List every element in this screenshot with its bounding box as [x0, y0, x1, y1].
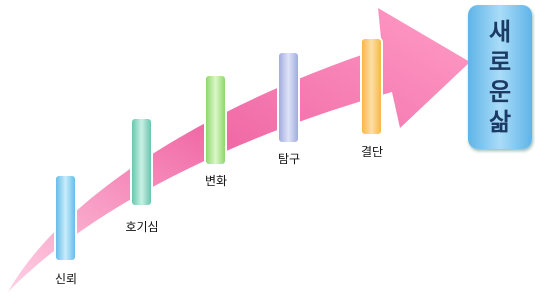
stage-bar [55, 175, 76, 261]
stage-label: 신뢰 [36, 270, 96, 287]
goal-label: 새로운 삶 [486, 17, 515, 137]
stage-label: 변화 [186, 172, 246, 189]
stage-bar [205, 75, 226, 165]
stage-bar [278, 52, 299, 143]
diagram: 신뢰 호기심 변화 탐구 결단 새로운 삶 [0, 0, 535, 299]
stage-bar [361, 38, 382, 135]
stage-label: 탐구 [259, 150, 319, 167]
goal-box: 새로운 삶 [468, 5, 532, 149]
stage-label: 결단 [342, 143, 402, 160]
stage-label: 호기심 [112, 218, 172, 235]
stage-bar [131, 118, 152, 206]
